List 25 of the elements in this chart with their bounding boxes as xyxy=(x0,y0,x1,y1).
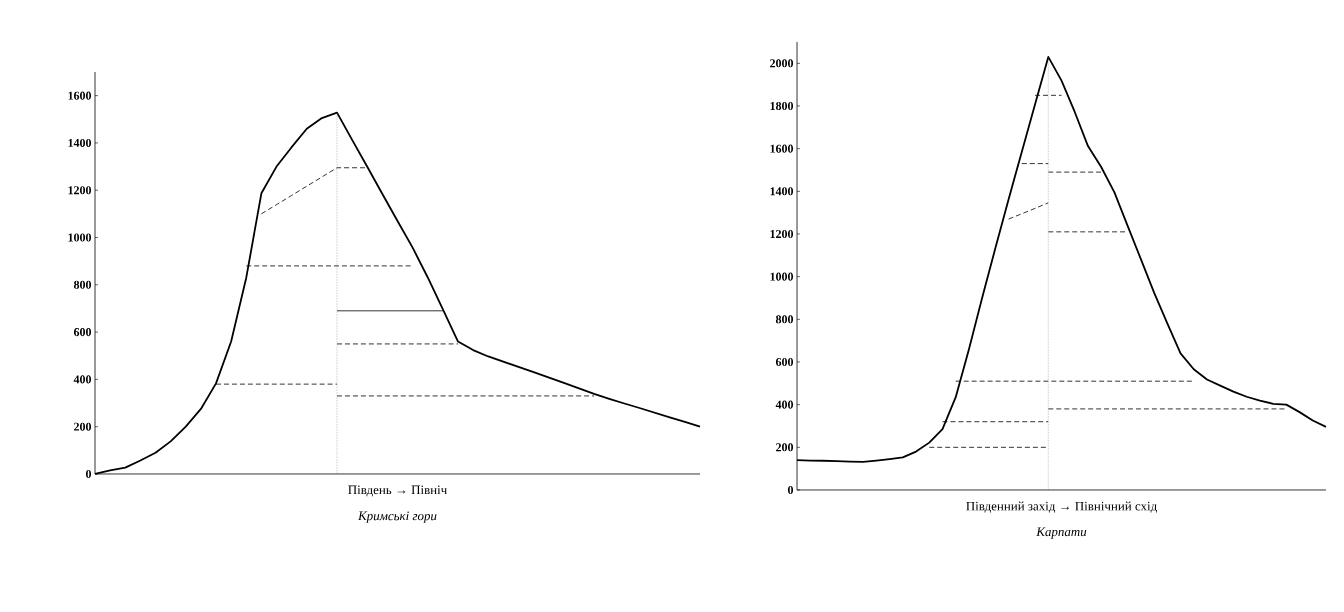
y-tick-label: 400 xyxy=(73,375,92,384)
x-axis-title: Південь → Північ xyxy=(348,485,447,497)
y-tick-label: 0 xyxy=(787,485,794,495)
y-tick-label: 2000 xyxy=(770,59,794,68)
y-tick-label: 1400 xyxy=(770,187,794,196)
y-tick-label: 1400 xyxy=(68,138,92,147)
x-axis-title: Південний захід → Північний схід xyxy=(966,501,1157,513)
y-tick-label: 800 xyxy=(775,315,794,324)
y-tick-label: 1000 xyxy=(770,272,794,281)
y-tick-label: 200 xyxy=(776,443,794,452)
y-tick-label: 800 xyxy=(73,280,92,289)
y-tick-label: 1800 xyxy=(770,101,794,111)
y-tick-label: 1200 xyxy=(770,229,794,239)
y-tick-label: 1200 xyxy=(68,186,92,195)
text: Кримські гори xyxy=(357,511,437,523)
y-tick-label: 1600 xyxy=(770,144,794,153)
text: Карпати xyxy=(1036,527,1087,539)
y-tick-label: 600 xyxy=(775,357,794,367)
y-tick-label: 200 xyxy=(74,422,92,431)
line-series xyxy=(1008,202,1049,220)
y-tick-label: 0 xyxy=(85,469,92,479)
y-tick-label: 1000 xyxy=(68,233,92,242)
y-tick-label: 600 xyxy=(73,328,92,337)
y-tick-label: 1600 xyxy=(68,91,92,100)
y-tick-label: 400 xyxy=(775,400,794,409)
